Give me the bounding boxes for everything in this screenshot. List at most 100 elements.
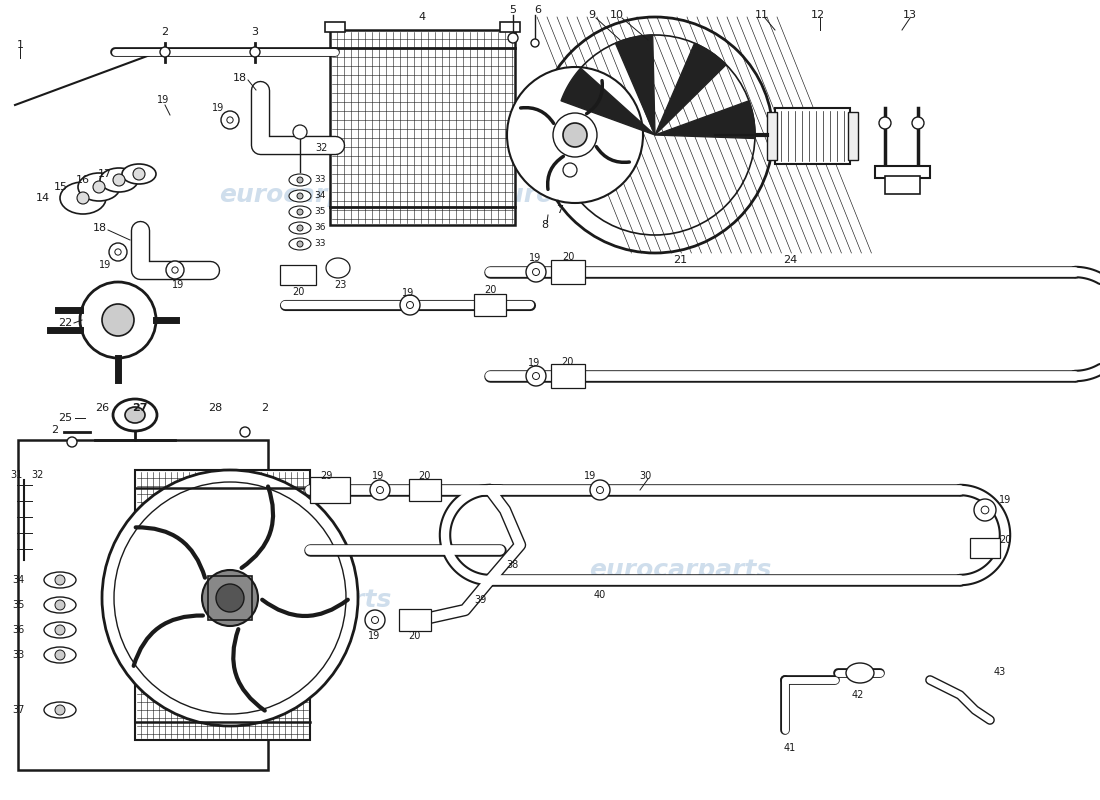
Text: 20: 20: [418, 471, 430, 481]
Bar: [886, 176, 920, 194]
Circle shape: [553, 113, 597, 157]
Ellipse shape: [289, 206, 311, 218]
Circle shape: [879, 117, 891, 129]
Text: 26: 26: [95, 403, 109, 413]
Circle shape: [297, 225, 302, 231]
Text: eurocarparts: eurocarparts: [488, 183, 671, 207]
Ellipse shape: [44, 702, 76, 718]
Text: 23: 23: [333, 280, 346, 290]
Text: 13: 13: [903, 10, 917, 20]
Ellipse shape: [250, 47, 260, 57]
Text: 33: 33: [13, 650, 25, 660]
Circle shape: [912, 117, 924, 129]
Polygon shape: [561, 68, 654, 135]
Text: 19: 19: [172, 280, 184, 290]
Circle shape: [297, 177, 302, 183]
Text: 19: 19: [367, 631, 381, 641]
Circle shape: [55, 705, 65, 715]
Ellipse shape: [44, 622, 76, 638]
Text: 25: 25: [58, 413, 73, 423]
Circle shape: [55, 575, 65, 585]
FancyArrowPatch shape: [548, 156, 563, 190]
Bar: [399, 609, 431, 631]
Circle shape: [55, 650, 65, 660]
Text: 19: 19: [402, 288, 414, 298]
Ellipse shape: [125, 407, 145, 423]
Circle shape: [507, 67, 644, 203]
Bar: [970, 538, 1000, 558]
Circle shape: [974, 499, 996, 521]
Text: eurocarparts: eurocarparts: [588, 558, 771, 582]
Circle shape: [216, 584, 244, 612]
Circle shape: [202, 570, 258, 626]
Polygon shape: [654, 101, 755, 138]
Circle shape: [297, 241, 302, 247]
Ellipse shape: [60, 182, 106, 214]
Bar: [310, 477, 350, 503]
Ellipse shape: [289, 174, 311, 186]
Circle shape: [372, 617, 378, 623]
Circle shape: [563, 163, 578, 177]
FancyArrowPatch shape: [586, 81, 603, 114]
Text: 29: 29: [320, 471, 332, 481]
Text: eurocarparts: eurocarparts: [219, 183, 402, 207]
Text: 19: 19: [372, 471, 384, 481]
Text: 27: 27: [132, 403, 147, 413]
Text: 19: 19: [584, 471, 596, 481]
Circle shape: [227, 117, 233, 123]
Circle shape: [531, 39, 539, 47]
Circle shape: [526, 366, 546, 386]
Text: 31: 31: [10, 470, 22, 480]
Text: 32: 32: [315, 143, 328, 153]
Text: 8: 8: [541, 220, 549, 230]
Ellipse shape: [44, 647, 76, 663]
Text: 20: 20: [999, 535, 1011, 545]
Text: 10: 10: [610, 10, 624, 20]
Bar: [767, 112, 777, 160]
Text: 34: 34: [314, 191, 326, 201]
Text: 42: 42: [851, 690, 865, 700]
Circle shape: [113, 174, 125, 186]
Text: 15: 15: [54, 182, 68, 192]
Ellipse shape: [113, 399, 157, 431]
Circle shape: [94, 181, 104, 193]
Text: 2: 2: [52, 425, 58, 435]
FancyArrowPatch shape: [262, 600, 348, 616]
Text: 7: 7: [557, 205, 563, 215]
Circle shape: [67, 437, 77, 447]
Circle shape: [981, 506, 989, 514]
Ellipse shape: [289, 222, 311, 234]
Bar: [474, 294, 506, 316]
Ellipse shape: [100, 168, 138, 192]
Text: 20: 20: [292, 287, 305, 297]
Bar: [409, 479, 441, 501]
Ellipse shape: [326, 258, 350, 278]
Text: 16: 16: [76, 175, 90, 185]
Circle shape: [114, 482, 346, 714]
Bar: [874, 166, 929, 178]
Circle shape: [532, 373, 539, 379]
Polygon shape: [615, 35, 654, 135]
Bar: [330, 30, 515, 225]
Text: 20: 20: [561, 357, 573, 367]
Text: 41: 41: [784, 743, 796, 753]
Text: 6: 6: [535, 5, 541, 15]
Circle shape: [77, 192, 89, 204]
Ellipse shape: [160, 47, 170, 57]
Text: 35: 35: [12, 600, 25, 610]
Text: 24: 24: [783, 255, 798, 265]
Text: 14: 14: [36, 193, 50, 203]
Circle shape: [240, 427, 250, 437]
Circle shape: [365, 610, 385, 630]
Circle shape: [563, 123, 587, 147]
Ellipse shape: [78, 173, 120, 201]
Circle shape: [297, 209, 302, 215]
Text: 18: 18: [233, 73, 248, 83]
Circle shape: [376, 486, 384, 494]
Circle shape: [537, 17, 773, 253]
Text: 17: 17: [98, 169, 112, 179]
Bar: [551, 364, 585, 388]
Text: 19: 19: [529, 253, 541, 263]
Circle shape: [55, 600, 65, 610]
Bar: [280, 265, 316, 285]
